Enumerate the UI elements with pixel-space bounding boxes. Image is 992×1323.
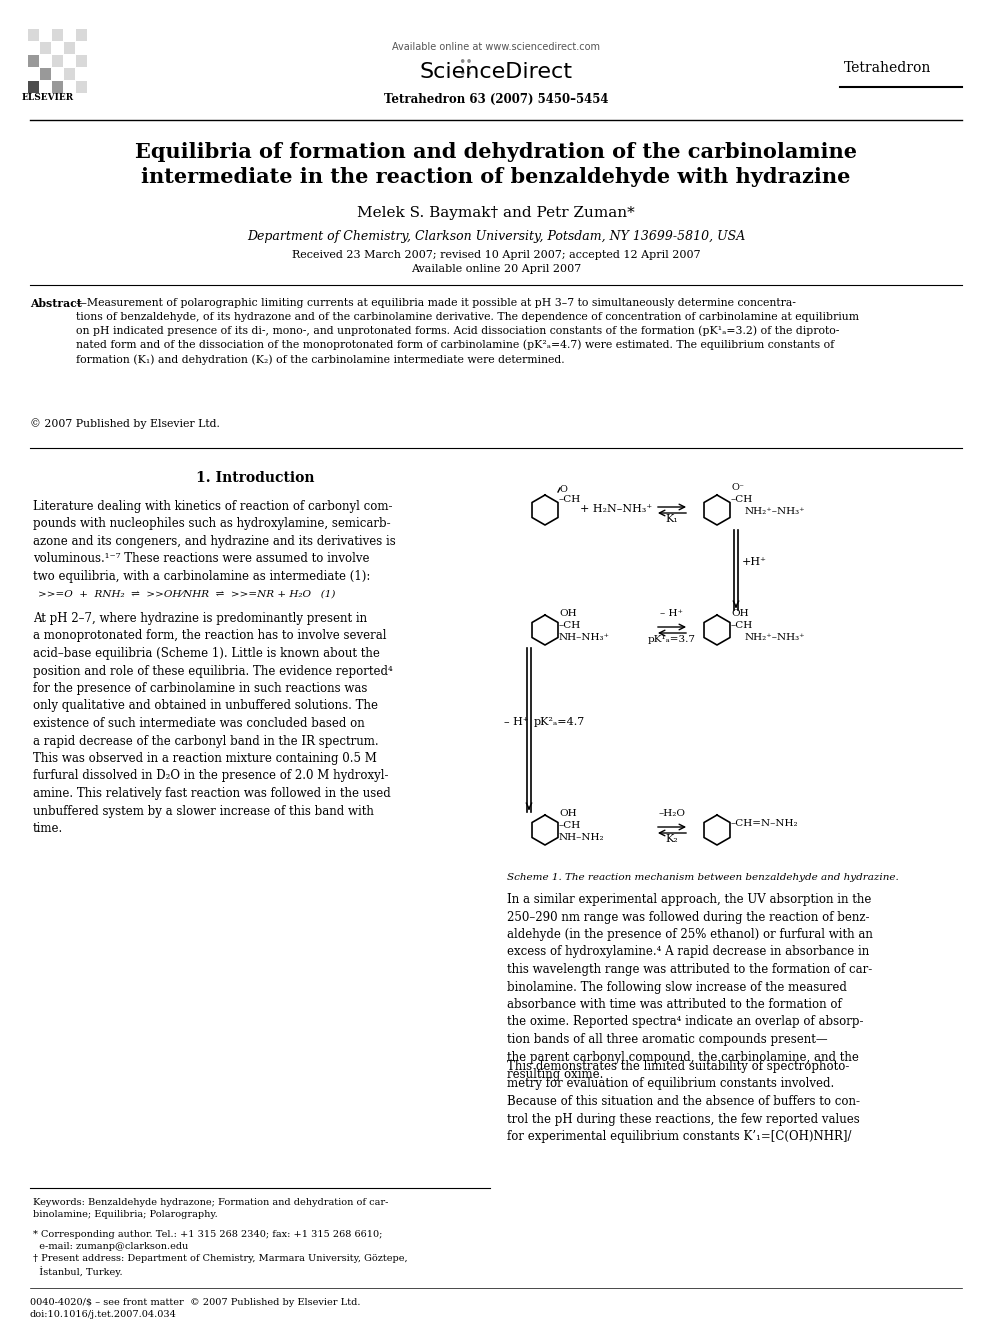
Text: * Corresponding author. Tel.: +1 315 268 2340; fax: +1 315 268 6610;
  e-mail: z: * Corresponding author. Tel.: +1 315 268…	[33, 1230, 408, 1277]
Text: – H⁺: – H⁺	[661, 609, 683, 618]
Text: ScienceDirect: ScienceDirect	[420, 62, 572, 82]
Text: – H⁺: – H⁺	[504, 717, 529, 728]
Text: NH₂⁺–NH₃⁺: NH₂⁺–NH₃⁺	[745, 507, 806, 516]
Text: Available online at www.sciencedirect.com: Available online at www.sciencedirect.co…	[392, 42, 600, 52]
Bar	[64, 42, 75, 54]
Text: 0040-4020/$ – see front matter  © 2007 Published by Elsevier Ltd.: 0040-4020/$ – see front matter © 2007 Pu…	[30, 1298, 360, 1307]
Text: pK¹ₐ=3.7: pK¹ₐ=3.7	[648, 635, 696, 644]
Text: OH: OH	[559, 609, 576, 618]
Bar	[52, 29, 63, 41]
Text: 1. Introduction: 1. Introduction	[195, 471, 314, 486]
Text: At pH 2–7, where hydrazine is predominantly present in
a monoprotonated form, th: At pH 2–7, where hydrazine is predominan…	[33, 613, 393, 835]
Text: OH: OH	[559, 808, 576, 818]
Text: ELSEVIER: ELSEVIER	[22, 93, 74, 102]
Text: pK²ₐ=4.7: pK²ₐ=4.7	[534, 717, 585, 728]
Text: Melek S. Baymak† and Petr Zuman*: Melek S. Baymak† and Petr Zuman*	[357, 206, 635, 220]
Text: Tetrahedron: Tetrahedron	[844, 61, 931, 75]
Text: –CH: –CH	[731, 495, 753, 504]
Text: + H₂N–NH₃⁺: + H₂N–NH₃⁺	[580, 504, 652, 515]
Text: –CH=N–NH₂: –CH=N–NH₂	[731, 819, 799, 828]
Text: doi:10.1016/j.tet.2007.04.034: doi:10.1016/j.tet.2007.04.034	[30, 1310, 177, 1319]
Text: This demonstrates the limited suitability of spectrophoto-
metry for evaluation : This demonstrates the limited suitabilit…	[507, 1060, 860, 1143]
Text: NH₂⁺–NH₃⁺: NH₂⁺–NH₃⁺	[745, 632, 806, 642]
Text: Scheme 1. The reaction mechanism between benzaldehyde and hydrazine.: Scheme 1. The reaction mechanism between…	[507, 873, 899, 882]
Bar	[40, 67, 51, 79]
Text: K₂: K₂	[666, 833, 679, 844]
Text: ••
••: •• ••	[457, 56, 472, 81]
Text: OH: OH	[731, 609, 749, 618]
Text: >>=O  +  RNH₂  ⇌  >>OH⁄NHR  ⇌  >>=NR + H₂O   (1): >>=O + RNH₂ ⇌ >>OH⁄NHR ⇌ >>=NR + H₂O (1)	[38, 590, 335, 599]
Bar	[76, 29, 87, 41]
Bar	[40, 42, 51, 54]
Text: © 2007 Published by Elsevier Ltd.: © 2007 Published by Elsevier Ltd.	[30, 418, 220, 429]
Bar	[28, 29, 39, 41]
Bar	[76, 81, 87, 93]
Bar	[28, 56, 39, 67]
Text: Keywords: Benzaldehyde hydrazone; Formation and dehydration of car-
binolamine; : Keywords: Benzaldehyde hydrazone; Format…	[33, 1199, 389, 1218]
Text: —Measurement of polarographic limiting currents at equilibria made it possible a: —Measurement of polarographic limiting c…	[76, 298, 859, 365]
Text: intermediate in the reaction of benzaldehyde with hydrazine: intermediate in the reaction of benzalde…	[141, 167, 851, 187]
Text: Abstract: Abstract	[30, 298, 82, 310]
Text: K₁: K₁	[666, 515, 679, 524]
Text: Equilibria of formation and dehydration of the carbinolamine: Equilibria of formation and dehydration …	[135, 142, 857, 161]
Bar	[28, 81, 39, 93]
Text: –CH: –CH	[559, 822, 581, 830]
Text: NH–NH₂: NH–NH₂	[559, 833, 605, 841]
Text: O⁻: O⁻	[731, 483, 744, 492]
Text: In a similar experimental approach, the UV absorption in the
250–290 nm range wa: In a similar experimental approach, the …	[507, 893, 873, 1081]
Text: O: O	[559, 486, 566, 493]
Bar	[64, 67, 75, 79]
Text: Available online 20 April 2007: Available online 20 April 2007	[411, 265, 581, 274]
Bar	[52, 56, 63, 67]
Text: –H₂O: –H₂O	[659, 808, 685, 818]
Text: –CH: –CH	[559, 495, 581, 504]
Text: Tetrahedron 63 (2007) 5450–5454: Tetrahedron 63 (2007) 5450–5454	[384, 93, 608, 106]
Text: +H⁺: +H⁺	[742, 557, 767, 568]
Text: NH–NH₃⁺: NH–NH₃⁺	[559, 632, 610, 642]
Bar	[76, 56, 87, 67]
Text: Literature dealing with kinetics of reaction of carbonyl com-
pounds with nucleo: Literature dealing with kinetics of reac…	[33, 500, 396, 583]
Text: –CH: –CH	[559, 620, 581, 630]
Text: Department of Chemistry, Clarkson University, Potsdam, NY 13699-5810, USA: Department of Chemistry, Clarkson Univer…	[247, 230, 745, 243]
Bar	[52, 81, 63, 93]
Text: –CH: –CH	[731, 620, 753, 630]
Text: Received 23 March 2007; revised 10 April 2007; accepted 12 April 2007: Received 23 March 2007; revised 10 April…	[292, 250, 700, 261]
